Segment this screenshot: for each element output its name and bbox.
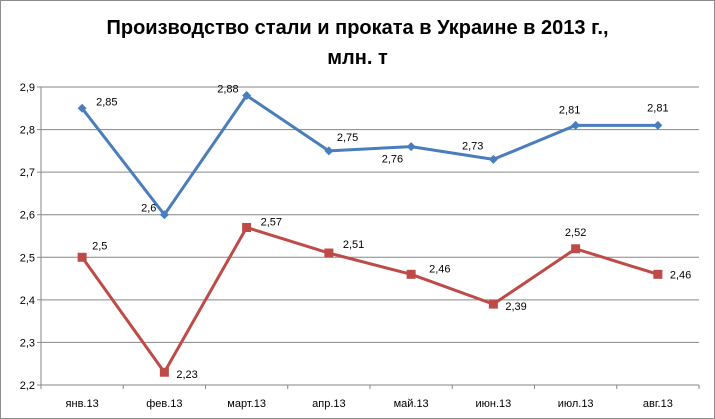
data-label: 2,73 [462, 140, 483, 152]
data-label: 2,81 [647, 102, 668, 114]
data-label: 2,51 [343, 239, 364, 251]
series-2-line [80, 225, 659, 374]
series-1-point [242, 91, 252, 101]
data-label: 2,52 [565, 227, 586, 239]
series-1-point [571, 120, 581, 130]
series-1-point [159, 210, 169, 220]
chart-title-line-1: Производство стали и проката в Украине в… [106, 17, 609, 39]
y-tick-label: 2,6 [20, 210, 35, 222]
chart-title-line-2: млн. т [327, 47, 388, 69]
data-label: 2,75 [337, 132, 358, 144]
data-label: 2,57 [261, 216, 282, 228]
x-tick-label: фев.13 [146, 398, 182, 410]
y-tick-label: 2,5 [20, 252, 35, 264]
y-tick-label: 2,7 [20, 167, 35, 179]
series-1-line [80, 94, 658, 217]
series-1-point [653, 120, 663, 130]
y-tick-label: 2,4 [20, 295, 35, 307]
x-tick-label: июн.13 [475, 398, 511, 410]
series-2-point [242, 222, 252, 232]
x-tick-label: апр.13 [312, 398, 345, 410]
x-tick-label: март.13 [227, 398, 266, 410]
series-1-point [488, 154, 498, 164]
data-label: 2,46 [429, 263, 450, 275]
series-2-point [77, 252, 87, 262]
data-label: 2,23 [176, 369, 197, 381]
x-tick-label: июл.13 [558, 398, 594, 410]
data-label: 2,88 [217, 84, 238, 96]
series-1-point [77, 103, 87, 113]
data-label: 2,5 [92, 240, 107, 252]
series-1-point [406, 142, 416, 152]
data-label: 2,81 [559, 104, 580, 116]
data-label: 2,76 [382, 154, 403, 166]
x-tick-label: май.13 [394, 398, 429, 410]
y-tick-label: 2,2 [20, 380, 35, 392]
data-label: 2,6 [141, 203, 156, 215]
y-tick-label: 2,3 [20, 337, 35, 349]
y-tick-label: 2,9 [20, 82, 35, 94]
data-label: 2,39 [505, 301, 526, 313]
y-tick-label: 2,8 [20, 125, 35, 137]
series-2-point [159, 367, 169, 377]
series-2-point [571, 244, 581, 254]
series-2-point [488, 299, 498, 309]
series-2-point [324, 248, 334, 258]
data-label: 2,46 [670, 269, 691, 281]
chart-title: Производство стали и проката в Украине в… [1, 13, 714, 73]
series-2-point [653, 269, 663, 279]
series-1-point [324, 146, 334, 156]
x-tick-label: янв.13 [66, 398, 99, 410]
x-tick-label: авг.13 [643, 398, 673, 410]
data-label: 2,85 [96, 96, 117, 108]
series-2-point [406, 269, 416, 279]
